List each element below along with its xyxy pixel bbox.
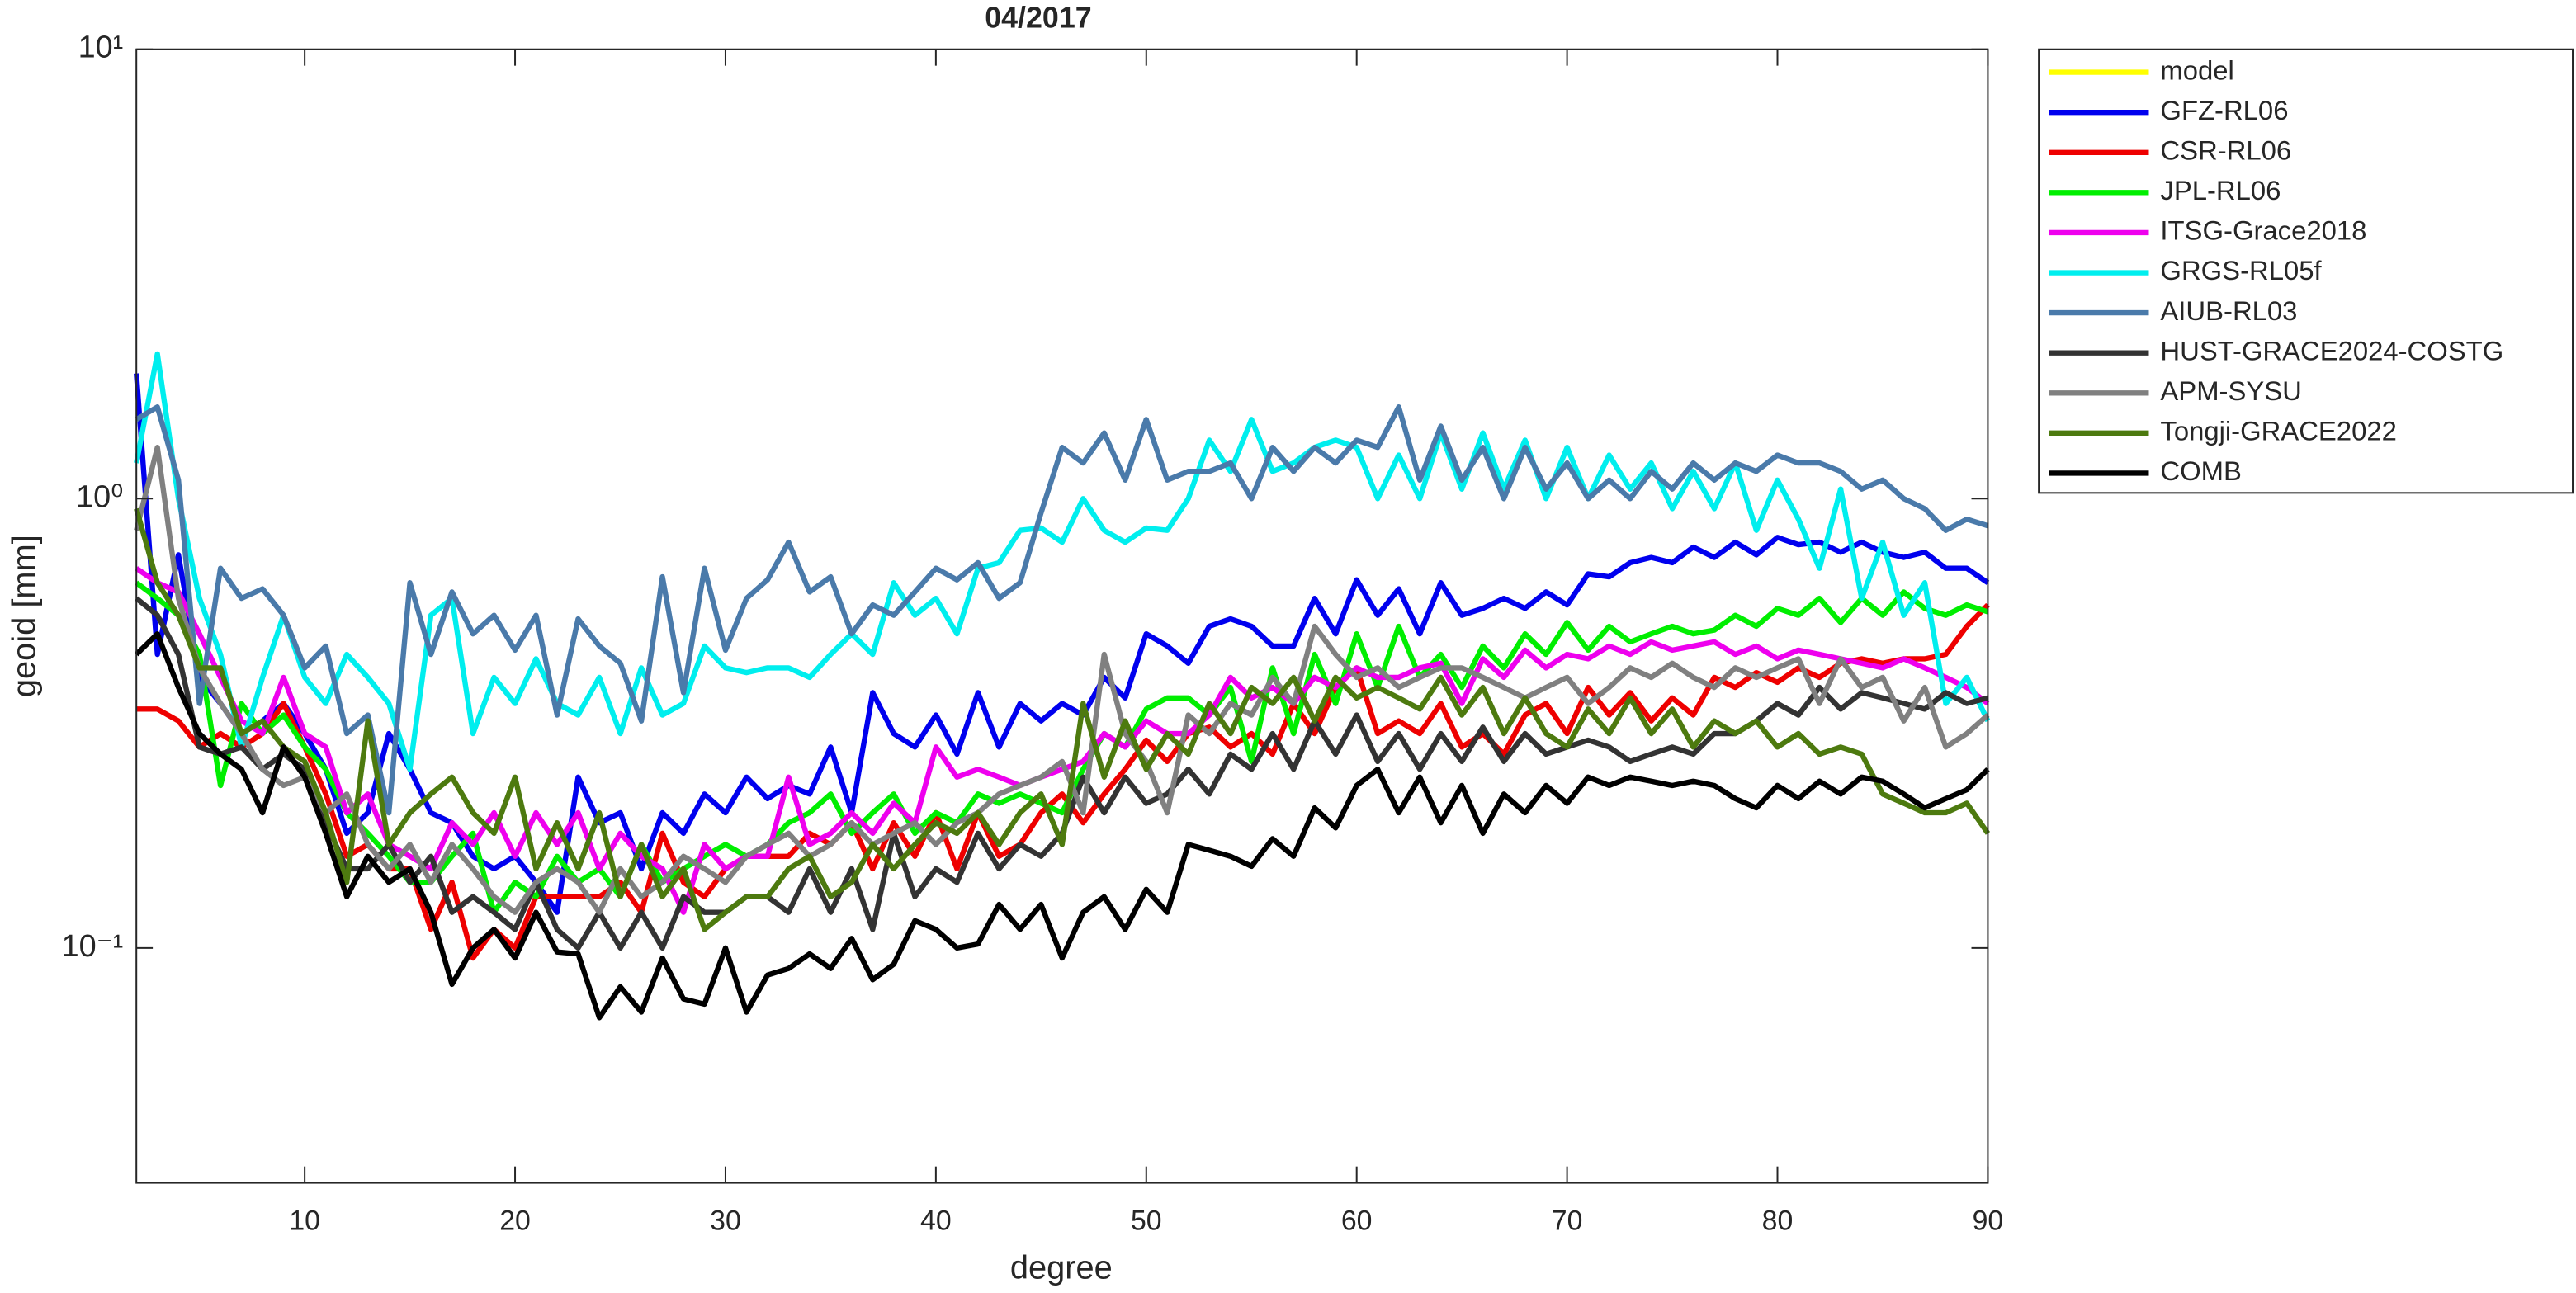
plot-area [134, 351, 1991, 1021]
y-tick-label: 10⁻¹ [62, 929, 124, 964]
legend-label: model [2160, 54, 2233, 85]
legend-label: Tongji-GRACE2022 [2160, 416, 2396, 446]
x-tick-label: 90 [1973, 1205, 2004, 1236]
x-tick-label: 40 [920, 1205, 952, 1236]
x-tick-label: 10 [289, 1205, 320, 1236]
series-line [134, 444, 1990, 915]
x-tick-label: 80 [1762, 1205, 1794, 1236]
x-tick-label: 30 [710, 1205, 741, 1236]
legend-label: ITSG-Grace2018 [2160, 215, 2366, 246]
legend-label: GRGS-RL05f [2160, 255, 2322, 285]
series-line [134, 507, 1991, 932]
x-tick-label: 60 [1341, 1205, 1373, 1236]
y-tick-label: 10¹ [78, 31, 124, 65]
series-line [134, 373, 1990, 915]
series-line [135, 404, 1989, 816]
legend-label: CSR-RL06 [2160, 134, 2291, 165]
x-tick-label: 20 [499, 1205, 531, 1236]
series-line [135, 566, 1990, 915]
chart-title: 04/2017 [985, 1, 1091, 34]
x-axis-label: degree [1010, 1250, 1113, 1286]
series-line [135, 580, 1989, 915]
legend-label: AIUB-RL03 [2160, 295, 2297, 326]
series-line [134, 630, 1990, 1021]
legend-label: APM-SYSU [2160, 375, 2301, 406]
y-tick-label: 10⁰ [76, 479, 123, 514]
legend-label: COMB [2160, 455, 2241, 486]
legend-label: HUST-GRACE2024-COSTG [2160, 335, 2503, 366]
legend-label: GFZ-RL06 [2160, 95, 2288, 125]
y-axis-label: geoid [mm] [6, 535, 42, 697]
axes-box [135, 48, 1989, 1184]
series-line [134, 351, 1991, 772]
x-tick-label: 50 [1131, 1205, 1162, 1236]
x-tick-label: 70 [1552, 1205, 1583, 1236]
legend-label: JPL-RL06 [2160, 175, 2281, 205]
